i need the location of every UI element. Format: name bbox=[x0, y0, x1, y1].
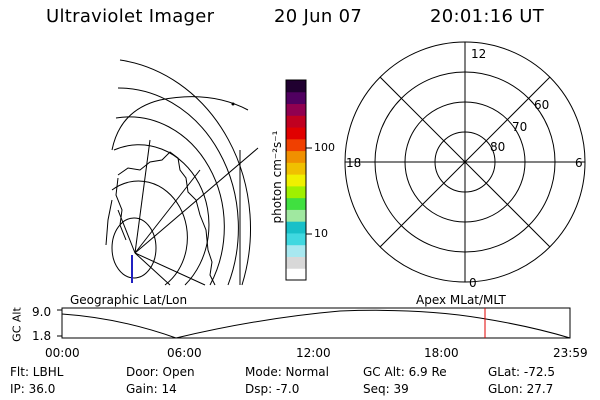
colorbar-stripe bbox=[286, 185, 306, 199]
altitude-xtick-1: 06:00 bbox=[167, 346, 202, 360]
apex-map-label: Apex MLat/MLT bbox=[416, 293, 506, 307]
polar-label-60: 60 bbox=[534, 98, 550, 112]
colorbar-tick-10-label: 10 bbox=[314, 227, 328, 240]
map-lat-arc-1 bbox=[119, 59, 251, 286]
colorbar-stripe bbox=[286, 232, 306, 246]
time-label: 20:01:16 UT bbox=[430, 6, 545, 27]
polar-label-80: 80 bbox=[490, 140, 506, 154]
colorbar-stripe bbox=[286, 221, 306, 234]
map-coastline-3 bbox=[105, 199, 113, 246]
colorbar-stripe bbox=[286, 209, 306, 222]
date-label: 20 Jun 07 bbox=[274, 6, 363, 27]
altitude-xtick-4: 23:59 bbox=[553, 346, 588, 360]
colorbar-frame bbox=[285, 79, 307, 281]
colorbar-stripe bbox=[286, 150, 306, 163]
map-coastline-2 bbox=[115, 177, 127, 241]
map-curve-1 bbox=[111, 96, 249, 151]
altitude-ylabel: GC Alt bbox=[10, 307, 24, 342]
info-seq: Seq: 39 bbox=[363, 382, 409, 396]
info-gcalt: GC Alt: 6.9 Re bbox=[363, 365, 447, 379]
map-lat-arc-5 bbox=[111, 180, 188, 286]
altitude-curve bbox=[61, 309, 571, 339]
colorbar-stripe bbox=[286, 197, 306, 210]
map-meridian-3 bbox=[134, 139, 151, 254]
colorbar-stripe bbox=[286, 115, 306, 128]
info-mode: Mode: Normal bbox=[245, 365, 329, 379]
polar-label-6: 6 bbox=[575, 156, 583, 170]
info-dsp: Dsp: -7.0 bbox=[245, 382, 300, 396]
polar-label-70: 70 bbox=[512, 120, 528, 134]
colorbar-stripe bbox=[286, 103, 306, 116]
colorbar-stripe bbox=[286, 174, 306, 187]
map-coastline-1 bbox=[117, 151, 216, 286]
altitude-plot-frame bbox=[61, 307, 571, 339]
colorbar-stripe bbox=[286, 162, 306, 175]
altitude-xtick-3: 18:00 bbox=[424, 346, 459, 360]
colorbar-stripe bbox=[286, 127, 306, 140]
info-ip: IP: 36.0 bbox=[10, 382, 56, 396]
polar-label-12: 12 bbox=[471, 47, 487, 61]
altitude-xtick-0: 00:00 bbox=[45, 346, 80, 360]
map-lat-arc-2 bbox=[117, 87, 239, 286]
map-meridian-6 bbox=[134, 252, 206, 286]
colorbar-tick-100-label: 100 bbox=[314, 141, 335, 154]
polar-diagonal-2 bbox=[379, 76, 551, 248]
polar-label-0: 0 bbox=[469, 276, 477, 290]
map-pole-ellipse bbox=[111, 217, 157, 279]
map-lat-arc-4 bbox=[113, 144, 210, 286]
colorbar-stripe bbox=[286, 268, 306, 281]
polar-label-18: 18 bbox=[346, 156, 362, 170]
info-door: Door: Open bbox=[126, 365, 195, 379]
colorbar-stripe bbox=[286, 80, 306, 93]
map-meridian-2 bbox=[134, 169, 201, 254]
altitude-ytick-top-label: 9.0 bbox=[32, 305, 52, 319]
map-meridian-5 bbox=[134, 252, 171, 286]
info-gain: Gain: 14 bbox=[126, 382, 177, 396]
geographic-map-label: Geographic Lat/Lon bbox=[70, 293, 188, 307]
colorbar-stripe bbox=[286, 138, 306, 152]
map-dot bbox=[231, 102, 235, 106]
info-flt: Flt: LBHL bbox=[10, 365, 64, 379]
map-lat-arc-3 bbox=[115, 116, 225, 286]
altitude-ytick-bottom-label: 1.8 bbox=[32, 329, 52, 343]
colorbar-stripe bbox=[286, 256, 306, 269]
instrument-title: Ultraviolet Imager bbox=[46, 6, 215, 27]
colorbar-stripe bbox=[286, 91, 306, 105]
colorbar-stripe bbox=[286, 244, 306, 257]
info-glon: GLon: 27.7 bbox=[488, 382, 554, 396]
altitude-xtick-2: 12:00 bbox=[296, 346, 331, 360]
info-glat: GLat: -72.5 bbox=[488, 365, 555, 379]
